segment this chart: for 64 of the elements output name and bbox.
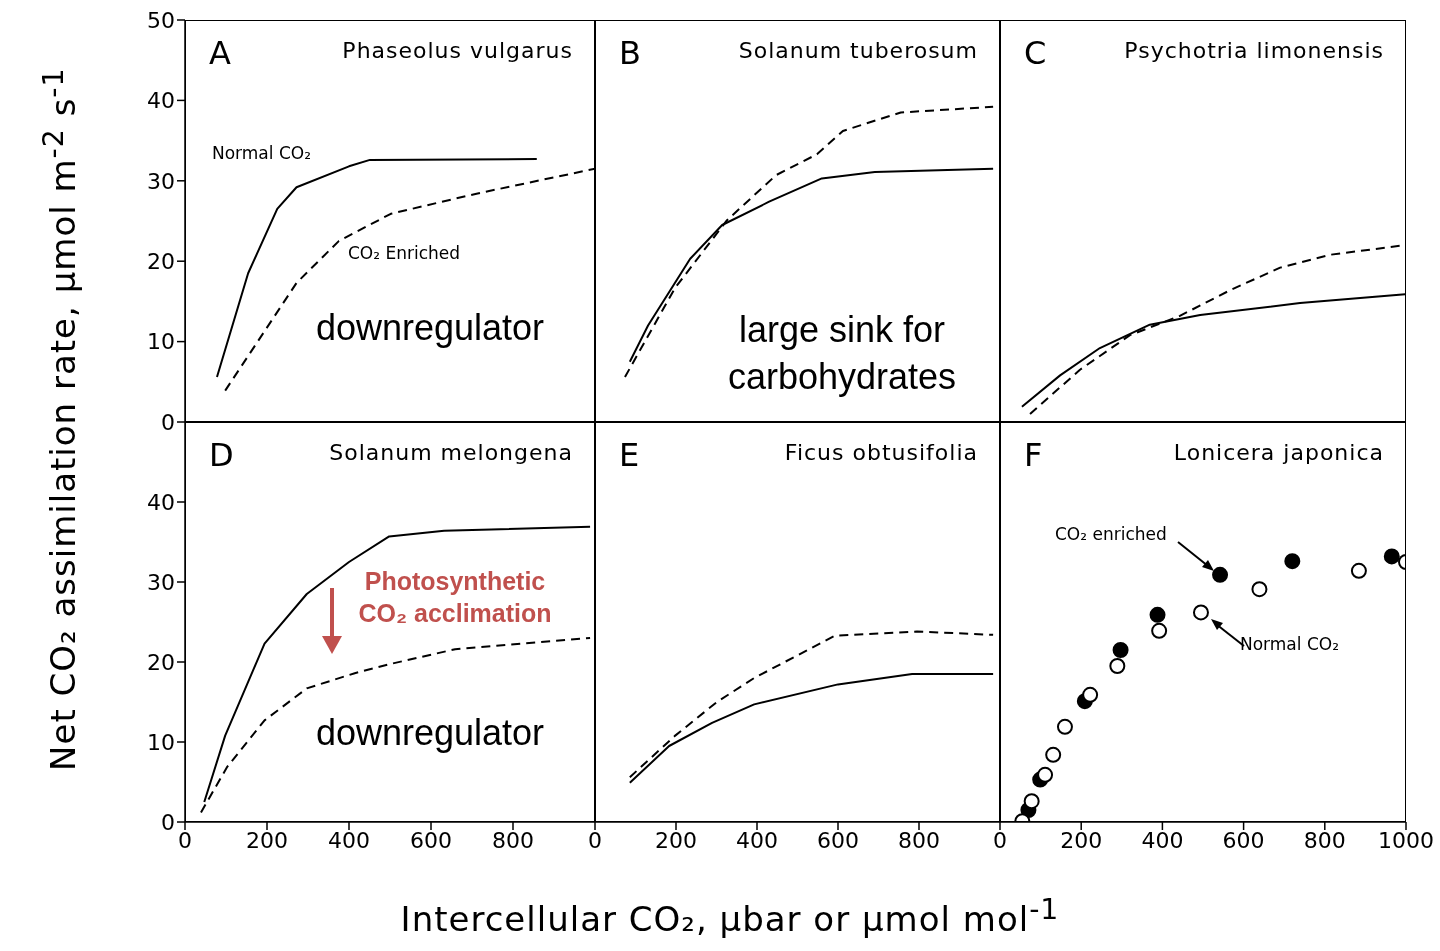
series-label: CO₂ Enriched: [348, 243, 461, 263]
text: Ficus obtusifolia: [784, 440, 978, 465]
y-tick-label: 40: [147, 88, 175, 114]
point: [1037, 766, 1054, 783]
point: [1056, 718, 1073, 735]
point: [1149, 606, 1166, 623]
x-tick-label: 600: [1222, 827, 1265, 853]
line-series: [224, 167, 595, 392]
y-tick-label: 10: [147, 729, 175, 755]
text: C: [1024, 34, 1047, 72]
point: [1350, 562, 1367, 579]
y-tick-label: 10: [147, 329, 175, 355]
text: CO₂ enriched: [1055, 524, 1167, 544]
y-tick-label: 0: [161, 409, 175, 435]
x-tick-label: 200: [655, 827, 697, 853]
y-tick-label: 50: [147, 7, 175, 33]
point: [1251, 581, 1268, 598]
point: [1112, 642, 1129, 658]
y-tick-label: 0: [161, 809, 175, 835]
x-tick-label: 0: [178, 827, 192, 853]
annotation: downregulator: [314, 306, 546, 350]
x-tick-label: 1000: [1378, 827, 1434, 853]
point: [1212, 566, 1229, 583]
text: Lonicera japonica: [1173, 440, 1384, 465]
x-tick-label: 0: [588, 827, 602, 853]
x-tick-label: 200: [1060, 827, 1103, 853]
y-tick-label: 20: [147, 249, 175, 275]
x-tick-label: 200: [246, 827, 288, 853]
text: F: [1024, 436, 1043, 474]
point: [1023, 793, 1040, 810]
point: [1151, 622, 1168, 639]
x-axis-title: Intercellular CO₂, μbar or μmol mol$^{-1}$: [399, 893, 1061, 940]
y-tick-label: 40: [147, 489, 175, 515]
text: A: [209, 34, 231, 72]
x-tick-label: 600: [817, 827, 859, 853]
annotation: Photosynthetic CO₂ acclimation: [357, 565, 553, 630]
y-tick-label: 30: [147, 168, 175, 194]
x-tick-label: 0: [993, 827, 1007, 853]
point: [1045, 746, 1062, 763]
point: [1192, 604, 1209, 621]
x-tick-label: 800: [492, 827, 534, 853]
x-tick-label: 800: [898, 827, 940, 853]
series-label: Normal CO₂: [212, 143, 311, 163]
point: [1284, 553, 1301, 570]
annotation: downregulator: [314, 711, 546, 755]
point: [1383, 548, 1400, 565]
x-tick-label: 400: [1141, 827, 1184, 853]
text: E: [619, 436, 640, 474]
annotation: large sink for carbohydrates: [726, 308, 958, 399]
text: Phaseolus vulgarus: [342, 38, 573, 63]
y-tick-label: 30: [147, 569, 175, 595]
text: Psychotria limonensis: [1124, 38, 1384, 63]
text: Solanum tuberosum: [738, 38, 978, 63]
x-tick-label: 800: [1303, 827, 1346, 853]
text: D: [209, 436, 234, 474]
text: Solanum melongena: [329, 440, 573, 465]
x-tick-label: 400: [328, 827, 370, 853]
x-tick-label: 400: [736, 827, 778, 853]
legend-label: Normal CO₂: [1240, 634, 1339, 654]
point: [1109, 658, 1126, 674]
point: [1082, 686, 1099, 703]
x-tick-label: 600: [410, 827, 452, 853]
text: B: [619, 34, 641, 72]
y-tick-label: 20: [147, 649, 175, 675]
